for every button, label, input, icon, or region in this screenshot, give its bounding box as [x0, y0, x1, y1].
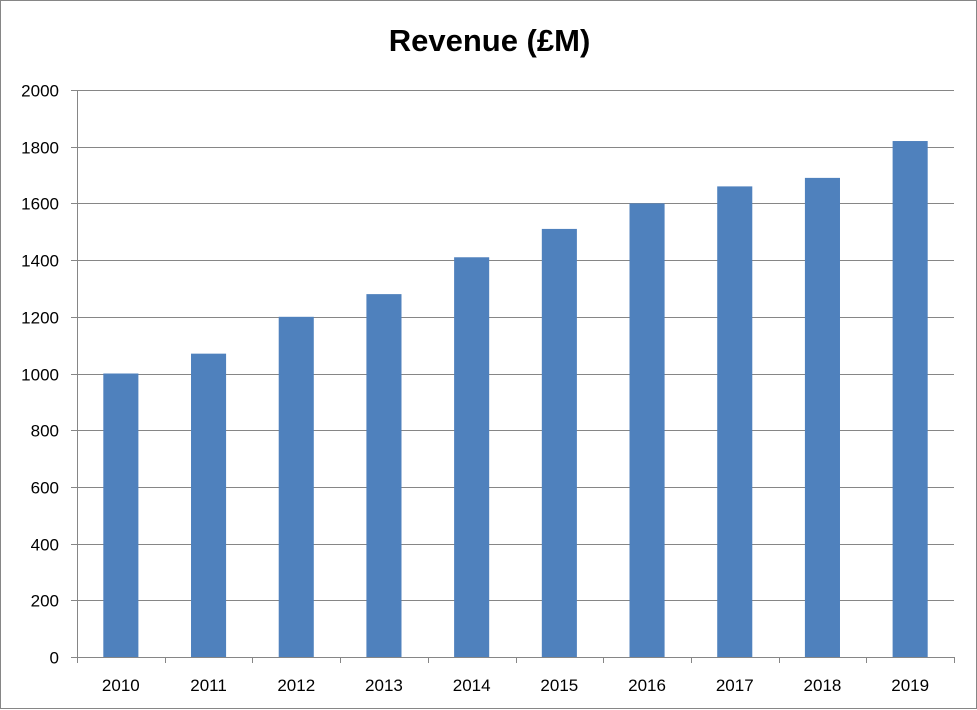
x-tick-label: 2013 — [365, 676, 403, 695]
bar-2011 — [191, 353, 227, 657]
y-tick-label: 2000 — [21, 82, 59, 101]
bar-2013 — [366, 294, 402, 657]
x-tick-label: 2011 — [190, 676, 227, 695]
tick-labels: 0 200 400 600 800 1000 1200 1400 1600 1800 2000 201… — [21, 82, 929, 696]
x-tick-label: 2012 — [277, 676, 315, 695]
x-tick-label: 2016 — [628, 676, 666, 695]
bars — [103, 141, 928, 658]
bar-2015 — [541, 228, 577, 658]
x-tick-label: 2015 — [540, 676, 578, 695]
y-tick-label: 0 — [50, 649, 59, 668]
bar-2012 — [278, 316, 314, 657]
y-tick-label: 1600 — [21, 195, 59, 214]
y-tick-label: 1000 — [21, 366, 59, 385]
y-tick-label: 800 — [31, 422, 59, 441]
y-tick-label: 1400 — [21, 252, 59, 271]
y-tick-label: 1800 — [21, 139, 59, 158]
y-tick-label: 200 — [31, 592, 59, 611]
y-tick-label: 400 — [31, 536, 59, 555]
x-tick-label: 2017 — [716, 676, 754, 695]
x-tick-label: 2019 — [891, 676, 929, 695]
y-tick-label: 600 — [31, 479, 59, 498]
x-tick-label: 2014 — [453, 676, 491, 695]
bar-2018 — [804, 177, 840, 657]
bar-2016 — [629, 203, 665, 657]
x-tick-label: 2010 — [102, 676, 140, 695]
axes — [71, 90, 955, 663]
bar-2014 — [454, 257, 490, 657]
y-tick-label: 1200 — [21, 309, 59, 328]
chart-title: Revenue (£M) — [388, 23, 591, 58]
x-tick-label: 2018 — [804, 676, 842, 695]
bar-2017 — [717, 186, 753, 657]
bar-2019 — [892, 141, 928, 657]
bar-2010 — [103, 373, 139, 657]
